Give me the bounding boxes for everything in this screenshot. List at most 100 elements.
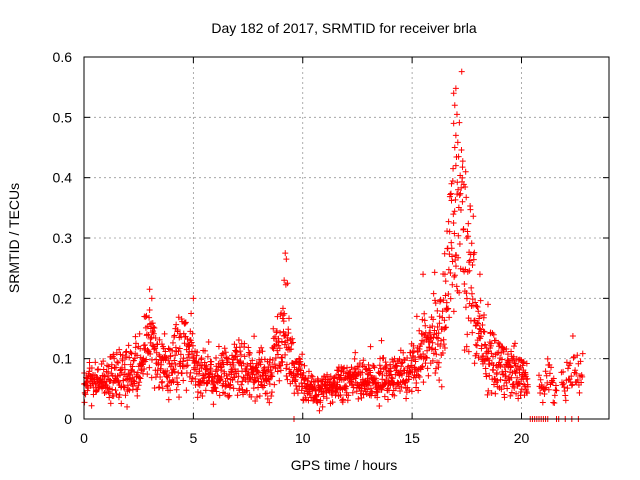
data-point	[283, 256, 290, 263]
data-point	[420, 379, 427, 386]
data-point	[459, 164, 466, 171]
data-point	[551, 400, 558, 407]
data-point	[186, 373, 193, 380]
data-point	[476, 315, 483, 322]
data-point	[404, 354, 411, 361]
data-point	[171, 357, 178, 364]
data-point	[442, 324, 449, 331]
data-point	[451, 272, 458, 279]
data-point	[149, 320, 156, 327]
data-point	[476, 325, 483, 332]
data-point	[115, 359, 122, 366]
data-point	[257, 361, 264, 368]
data-point	[463, 343, 470, 350]
data-point	[463, 235, 470, 241]
data-point	[446, 228, 453, 235]
data-point	[572, 367, 579, 374]
data-point	[569, 381, 576, 388]
data-point	[456, 191, 463, 198]
data-point	[463, 194, 470, 201]
data-point	[189, 342, 196, 349]
data-point	[86, 359, 93, 366]
data-point	[127, 349, 134, 356]
data-point	[355, 395, 362, 402]
data-point	[370, 363, 377, 370]
data-point	[378, 337, 385, 344]
data-point	[165, 396, 172, 403]
data-point	[455, 232, 462, 239]
data-point	[524, 383, 531, 390]
data-point	[452, 263, 459, 270]
data-point	[194, 388, 201, 395]
data-point	[464, 331, 471, 338]
data-point	[410, 342, 417, 349]
data-point	[323, 395, 330, 402]
data-point	[113, 349, 120, 356]
data-point	[440, 341, 447, 348]
data-point	[502, 372, 509, 379]
data-point	[513, 390, 520, 397]
data-point	[294, 371, 301, 378]
data-point	[482, 341, 489, 348]
data-point	[429, 339, 436, 346]
chart-title: Day 182 of 2017, SRMTID for receiver brl…	[211, 20, 477, 36]
data-point	[510, 353, 517, 360]
data-point	[92, 381, 99, 388]
data-point	[274, 351, 281, 358]
data-point	[424, 347, 431, 354]
data-point	[174, 327, 181, 334]
data-point	[190, 295, 197, 302]
data-point	[282, 351, 289, 358]
data-point	[122, 392, 129, 399]
data-point	[148, 295, 155, 302]
data-point	[475, 354, 482, 361]
data-point	[522, 383, 528, 390]
data-point	[174, 381, 181, 388]
data-point	[452, 132, 459, 139]
data-point	[171, 334, 178, 341]
data-point	[336, 386, 343, 392]
data-point	[213, 354, 220, 361]
data-point	[432, 346, 439, 353]
data-point	[445, 218, 452, 225]
axis-ticks: 0 5 10 15 20 0 0.1 0.2 0.3 0.4 0.5 0.6	[53, 49, 609, 446]
data-point	[460, 225, 467, 232]
data-point	[430, 290, 437, 297]
data-point	[447, 191, 454, 198]
data-point	[269, 356, 276, 363]
data-point	[90, 391, 97, 398]
data-point	[447, 295, 454, 302]
data-point	[244, 387, 251, 394]
data-point	[201, 359, 208, 366]
data-point	[510, 343, 517, 350]
data-point	[300, 369, 307, 376]
data-point	[159, 385, 166, 392]
data-point	[310, 378, 317, 385]
data-point	[268, 369, 275, 376]
data-point	[550, 399, 557, 406]
data-point	[347, 368, 354, 375]
data-point	[478, 342, 485, 349]
data-point	[455, 254, 462, 261]
data-point	[483, 373, 490, 380]
data-point	[272, 355, 279, 362]
data-point	[568, 382, 575, 389]
data-point	[432, 300, 439, 307]
data-point	[158, 379, 165, 386]
data-point	[156, 384, 163, 391]
data-point	[438, 337, 444, 344]
tick-label-y: 0.2	[53, 290, 73, 306]
data-point	[447, 269, 454, 276]
data-point	[221, 345, 228, 352]
data-point	[144, 331, 150, 338]
data-point	[508, 348, 515, 355]
data-point	[266, 381, 273, 388]
data-point	[470, 256, 477, 263]
data-point	[468, 290, 475, 297]
data-point	[239, 378, 246, 385]
data-point	[170, 365, 177, 372]
data-point	[223, 354, 230, 361]
data-point	[524, 390, 531, 397]
data-point	[154, 371, 161, 378]
data-point	[114, 359, 121, 366]
